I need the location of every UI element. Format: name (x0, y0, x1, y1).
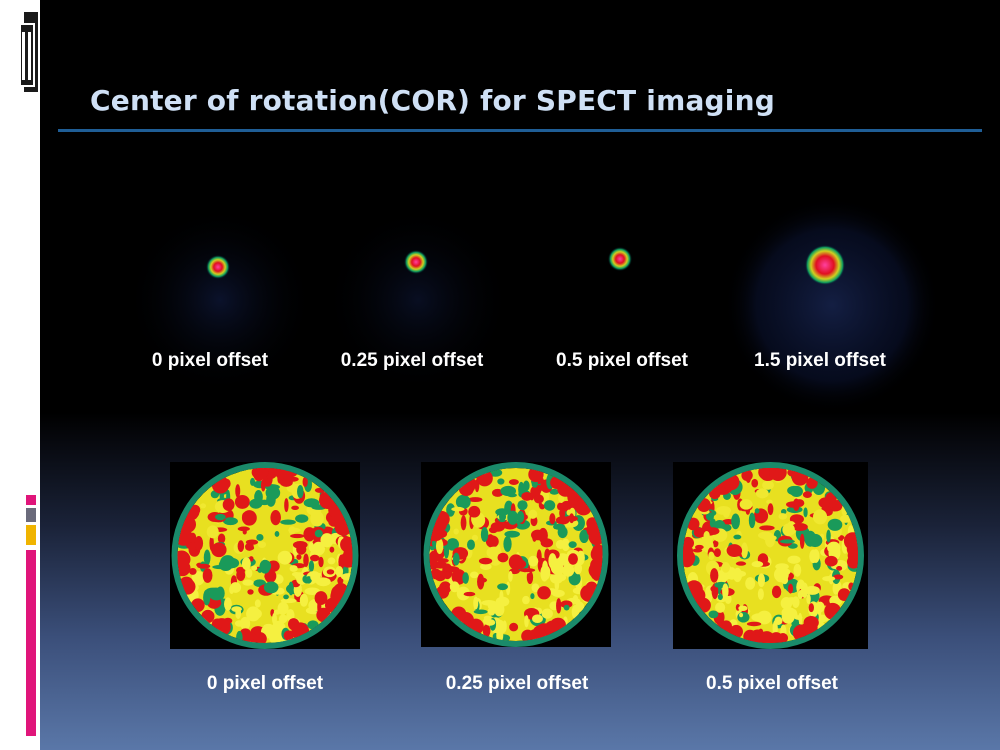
point-source-image-2 (520, 200, 720, 400)
point-source-caption-3: 1.5 pixel offset (754, 350, 886, 371)
point-source-image-0 (120, 200, 320, 400)
accent-strip-gray (26, 508, 36, 522)
point-source-caption-1: 0.25 pixel offset (340, 350, 484, 371)
window-stack-icon (19, 12, 38, 92)
phantom-caption-2: 0.5 pixel offset (706, 673, 838, 694)
phantom-caption-0: 0 pixel offset (206, 673, 324, 694)
phantom-caption-1: 0.25 pixel offset (445, 673, 589, 694)
phantom-image-0 (170, 462, 360, 649)
point-source-image-3 (722, 195, 942, 420)
left-sidebar-decoration (0, 0, 40, 750)
point-source-image-1 (318, 200, 518, 400)
accent-strip-gold (26, 525, 36, 545)
accent-strip-magenta-long (26, 550, 36, 736)
point-source-caption-2: 0.5 pixel offset (556, 350, 688, 371)
slide-title: Center of rotation(COR) for SPECT imagin… (90, 84, 775, 117)
phantom-image-1 (421, 462, 611, 647)
accent-strip-magenta-top (26, 495, 36, 505)
title-underline (58, 129, 982, 132)
point-source-caption-0: 0 pixel offset (151, 350, 269, 371)
phantom-image-2 (673, 462, 868, 649)
